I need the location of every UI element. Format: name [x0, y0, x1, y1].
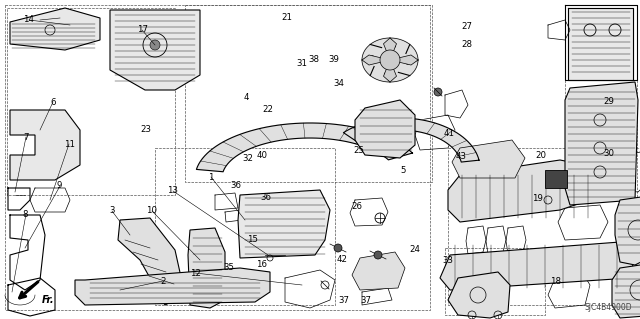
- Polygon shape: [362, 38, 418, 82]
- Text: 30: 30: [604, 149, 615, 158]
- Text: Fr.: Fr.: [42, 295, 54, 305]
- Text: 2: 2: [161, 277, 166, 286]
- Text: 23: 23: [140, 125, 152, 134]
- Text: 39: 39: [329, 56, 339, 64]
- Text: 36: 36: [230, 181, 241, 190]
- Text: 34: 34: [333, 79, 345, 88]
- Text: 32: 32: [243, 154, 254, 163]
- Text: 40: 40: [257, 151, 268, 160]
- Polygon shape: [440, 242, 635, 290]
- Circle shape: [380, 50, 400, 70]
- Text: 21: 21: [281, 13, 292, 22]
- Text: 13: 13: [167, 186, 179, 195]
- Polygon shape: [355, 100, 415, 158]
- Text: 15: 15: [247, 235, 259, 244]
- Polygon shape: [568, 8, 633, 80]
- Polygon shape: [448, 160, 605, 222]
- Circle shape: [434, 88, 442, 96]
- Text: 16: 16: [255, 260, 267, 269]
- Text: 27: 27: [461, 22, 473, 31]
- Text: 5: 5: [401, 166, 406, 175]
- Polygon shape: [615, 195, 640, 265]
- Polygon shape: [452, 140, 525, 178]
- Text: 24: 24: [409, 245, 420, 254]
- Text: 22: 22: [262, 105, 273, 114]
- Text: 17: 17: [136, 25, 148, 34]
- Text: 3: 3: [109, 206, 115, 215]
- Polygon shape: [196, 123, 412, 172]
- Polygon shape: [188, 228, 225, 308]
- Text: 41: 41: [444, 129, 455, 138]
- Text: 26: 26: [351, 202, 363, 211]
- Polygon shape: [565, 82, 638, 205]
- Text: 36: 36: [260, 193, 271, 202]
- Polygon shape: [612, 262, 640, 318]
- Text: 11: 11: [63, 140, 75, 149]
- Text: 35: 35: [223, 263, 235, 272]
- Text: 9: 9: [57, 181, 62, 190]
- Text: 7: 7: [23, 133, 28, 142]
- Polygon shape: [362, 55, 390, 65]
- Polygon shape: [118, 218, 185, 305]
- Text: 43: 43: [455, 152, 467, 161]
- Text: 42: 42: [337, 255, 348, 263]
- Text: 18: 18: [550, 277, 561, 286]
- Polygon shape: [390, 55, 418, 65]
- Polygon shape: [110, 10, 200, 90]
- Polygon shape: [352, 252, 405, 290]
- Text: 19: 19: [532, 194, 543, 203]
- Text: SJC4B4900D: SJC4B4900D: [584, 303, 632, 312]
- Text: 8: 8: [23, 210, 28, 219]
- Polygon shape: [238, 190, 330, 258]
- Polygon shape: [10, 8, 100, 50]
- Text: 14: 14: [23, 15, 35, 24]
- Polygon shape: [383, 60, 397, 82]
- Text: 4: 4: [244, 93, 249, 102]
- Text: 1: 1: [209, 173, 214, 182]
- Text: 28: 28: [461, 40, 473, 48]
- Text: 25: 25: [353, 146, 364, 155]
- Polygon shape: [10, 110, 80, 180]
- Text: 29: 29: [604, 97, 614, 106]
- Text: 12: 12: [189, 269, 201, 278]
- Circle shape: [334, 244, 342, 252]
- Circle shape: [374, 251, 382, 259]
- Text: 10: 10: [146, 206, 157, 215]
- Polygon shape: [383, 38, 397, 60]
- Polygon shape: [75, 268, 270, 305]
- Polygon shape: [448, 272, 510, 318]
- Bar: [545, 170, 567, 188]
- Text: 6: 6: [51, 98, 56, 107]
- Text: 37: 37: [360, 296, 372, 305]
- Text: 33: 33: [442, 256, 454, 265]
- Polygon shape: [344, 118, 479, 162]
- Text: 37: 37: [339, 296, 350, 305]
- Text: 20: 20: [535, 151, 547, 160]
- Text: 38: 38: [308, 56, 319, 64]
- Text: 31: 31: [296, 59, 308, 68]
- Circle shape: [150, 40, 160, 50]
